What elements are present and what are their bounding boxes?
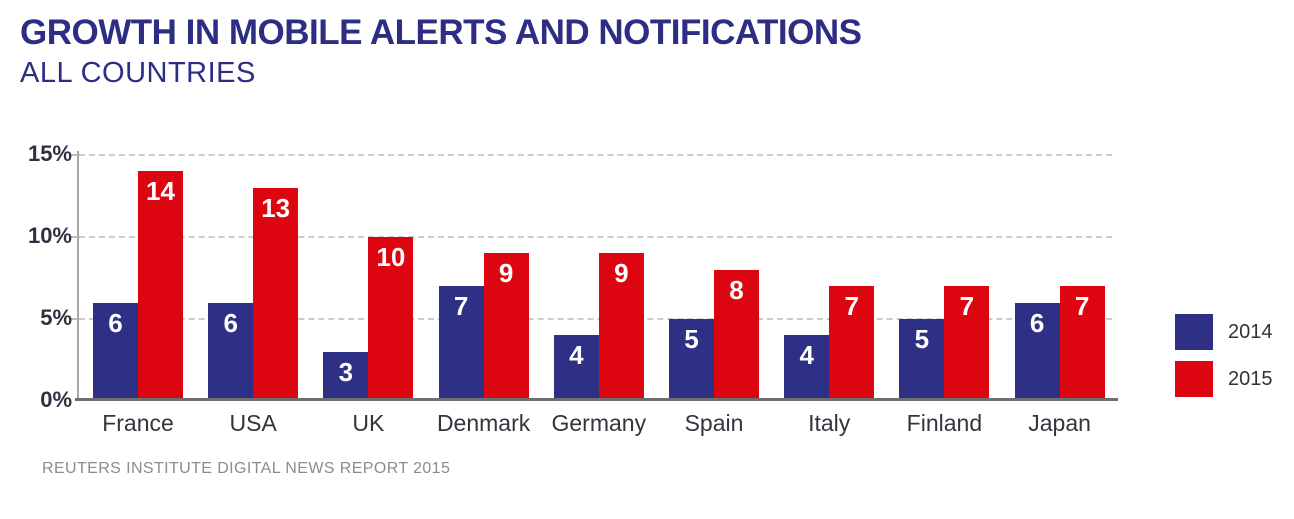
bar-value-label: 7 bbox=[453, 291, 469, 322]
y-tick-label: 10% bbox=[27, 223, 72, 248]
bar-2014-Italy: 4 bbox=[784, 335, 830, 401]
category-label-Germany: Germany bbox=[551, 410, 647, 436]
bar-2015-Finland: 7 bbox=[944, 286, 990, 401]
page-title: GROWTH IN MOBILE ALERTS AND NOTIFICATION… bbox=[20, 13, 862, 52]
bar-2015-Germany: 9 bbox=[598, 253, 644, 401]
bar-2015-Italy: 7 bbox=[829, 286, 875, 401]
bar-value-label: 6 bbox=[108, 307, 123, 338]
bar-value-label: 14 bbox=[146, 176, 175, 207]
bar-2015-France: 14 bbox=[138, 171, 183, 401]
y-tick-label: 0% bbox=[40, 387, 72, 412]
bar-2014-Japan: 6 bbox=[1014, 302, 1060, 401]
bar-value-label: 7 bbox=[1074, 291, 1090, 322]
bar-value-label: 6 bbox=[223, 307, 238, 338]
bar-2014-France: 6 bbox=[93, 302, 138, 401]
bar-2014-Germany: 4 bbox=[553, 335, 599, 401]
bar-2015-Denmark: 9 bbox=[483, 253, 529, 401]
chart-header: GROWTH IN MOBILE ALERTS AND NOTIFICATION… bbox=[20, 12, 862, 90]
y-tick-label: 5% bbox=[40, 305, 72, 330]
category-label-UK: UK bbox=[352, 410, 385, 436]
y-tick-mark bbox=[70, 236, 78, 238]
y-tick-label: 15% bbox=[27, 141, 72, 166]
bar-2014-USA: 6 bbox=[208, 302, 254, 401]
category-label-Italy: Italy bbox=[808, 410, 851, 436]
bar-value-label: 4 bbox=[569, 340, 584, 371]
category-label-France: France bbox=[102, 410, 174, 436]
legend-swatch-2014-icon bbox=[1175, 314, 1213, 350]
x-axis-line bbox=[75, 398, 1118, 401]
bar-2015-USA: 13 bbox=[253, 187, 299, 401]
bar-2014-UK: 3 bbox=[323, 351, 369, 401]
y-tick-mark bbox=[70, 318, 78, 320]
legend-item-2015: 2015 bbox=[1175, 361, 1273, 397]
bar-value-label: 7 bbox=[844, 291, 859, 322]
category-label-Japan: Japan bbox=[1028, 410, 1091, 436]
bar-value-label: 13 bbox=[261, 192, 291, 223]
source-credit: REUTERS INSTITUTE DIGITAL NEWS REPORT 20… bbox=[42, 460, 451, 477]
y-tick-mark bbox=[70, 154, 78, 156]
bar-value-label: 7 bbox=[959, 291, 975, 322]
category-label-USA: USA bbox=[229, 410, 277, 436]
legend-label-2014: 2014 bbox=[1228, 320, 1273, 343]
bar-value-label: 9 bbox=[498, 258, 514, 289]
legend-swatch-2015-icon bbox=[1175, 361, 1213, 397]
bar-value-label: 9 bbox=[614, 258, 629, 289]
bar-2015-Japan: 7 bbox=[1059, 286, 1105, 401]
category-label-Spain: Spain bbox=[684, 410, 744, 436]
bar-2015-Spain: 8 bbox=[714, 269, 759, 401]
bar-value-label: 5 bbox=[684, 324, 699, 354]
y-axis-line bbox=[77, 151, 79, 401]
bar-value-label: 4 bbox=[799, 340, 814, 371]
bar-2014-Spain: 5 bbox=[669, 319, 714, 401]
bar-2015-UK: 10 bbox=[368, 237, 414, 401]
bar-2014-Denmark: 7 bbox=[438, 286, 484, 401]
legend-label-2015: 2015 bbox=[1228, 367, 1273, 390]
gridline-5% bbox=[79, 318, 1112, 320]
page-subtitle: ALL COUNTRIES bbox=[20, 57, 256, 89]
gridline-10% bbox=[79, 236, 1112, 238]
category-label-Finland: Finland bbox=[906, 410, 983, 436]
bar-value-label: 5 bbox=[914, 324, 930, 354]
bar-value-label: 6 bbox=[1029, 307, 1045, 338]
gridline-15% bbox=[79, 154, 1112, 156]
bar-2014-Finland: 5 bbox=[899, 319, 945, 401]
bar-value-label: 10 bbox=[376, 242, 406, 272]
bar-value-label: 8 bbox=[729, 274, 744, 305]
legend-item-2014: 2014 bbox=[1175, 314, 1273, 350]
bar-value-label: 3 bbox=[338, 356, 354, 387]
category-label-Denmark: Denmark bbox=[436, 410, 531, 436]
legend: 2014 2015 bbox=[1175, 314, 1273, 397]
